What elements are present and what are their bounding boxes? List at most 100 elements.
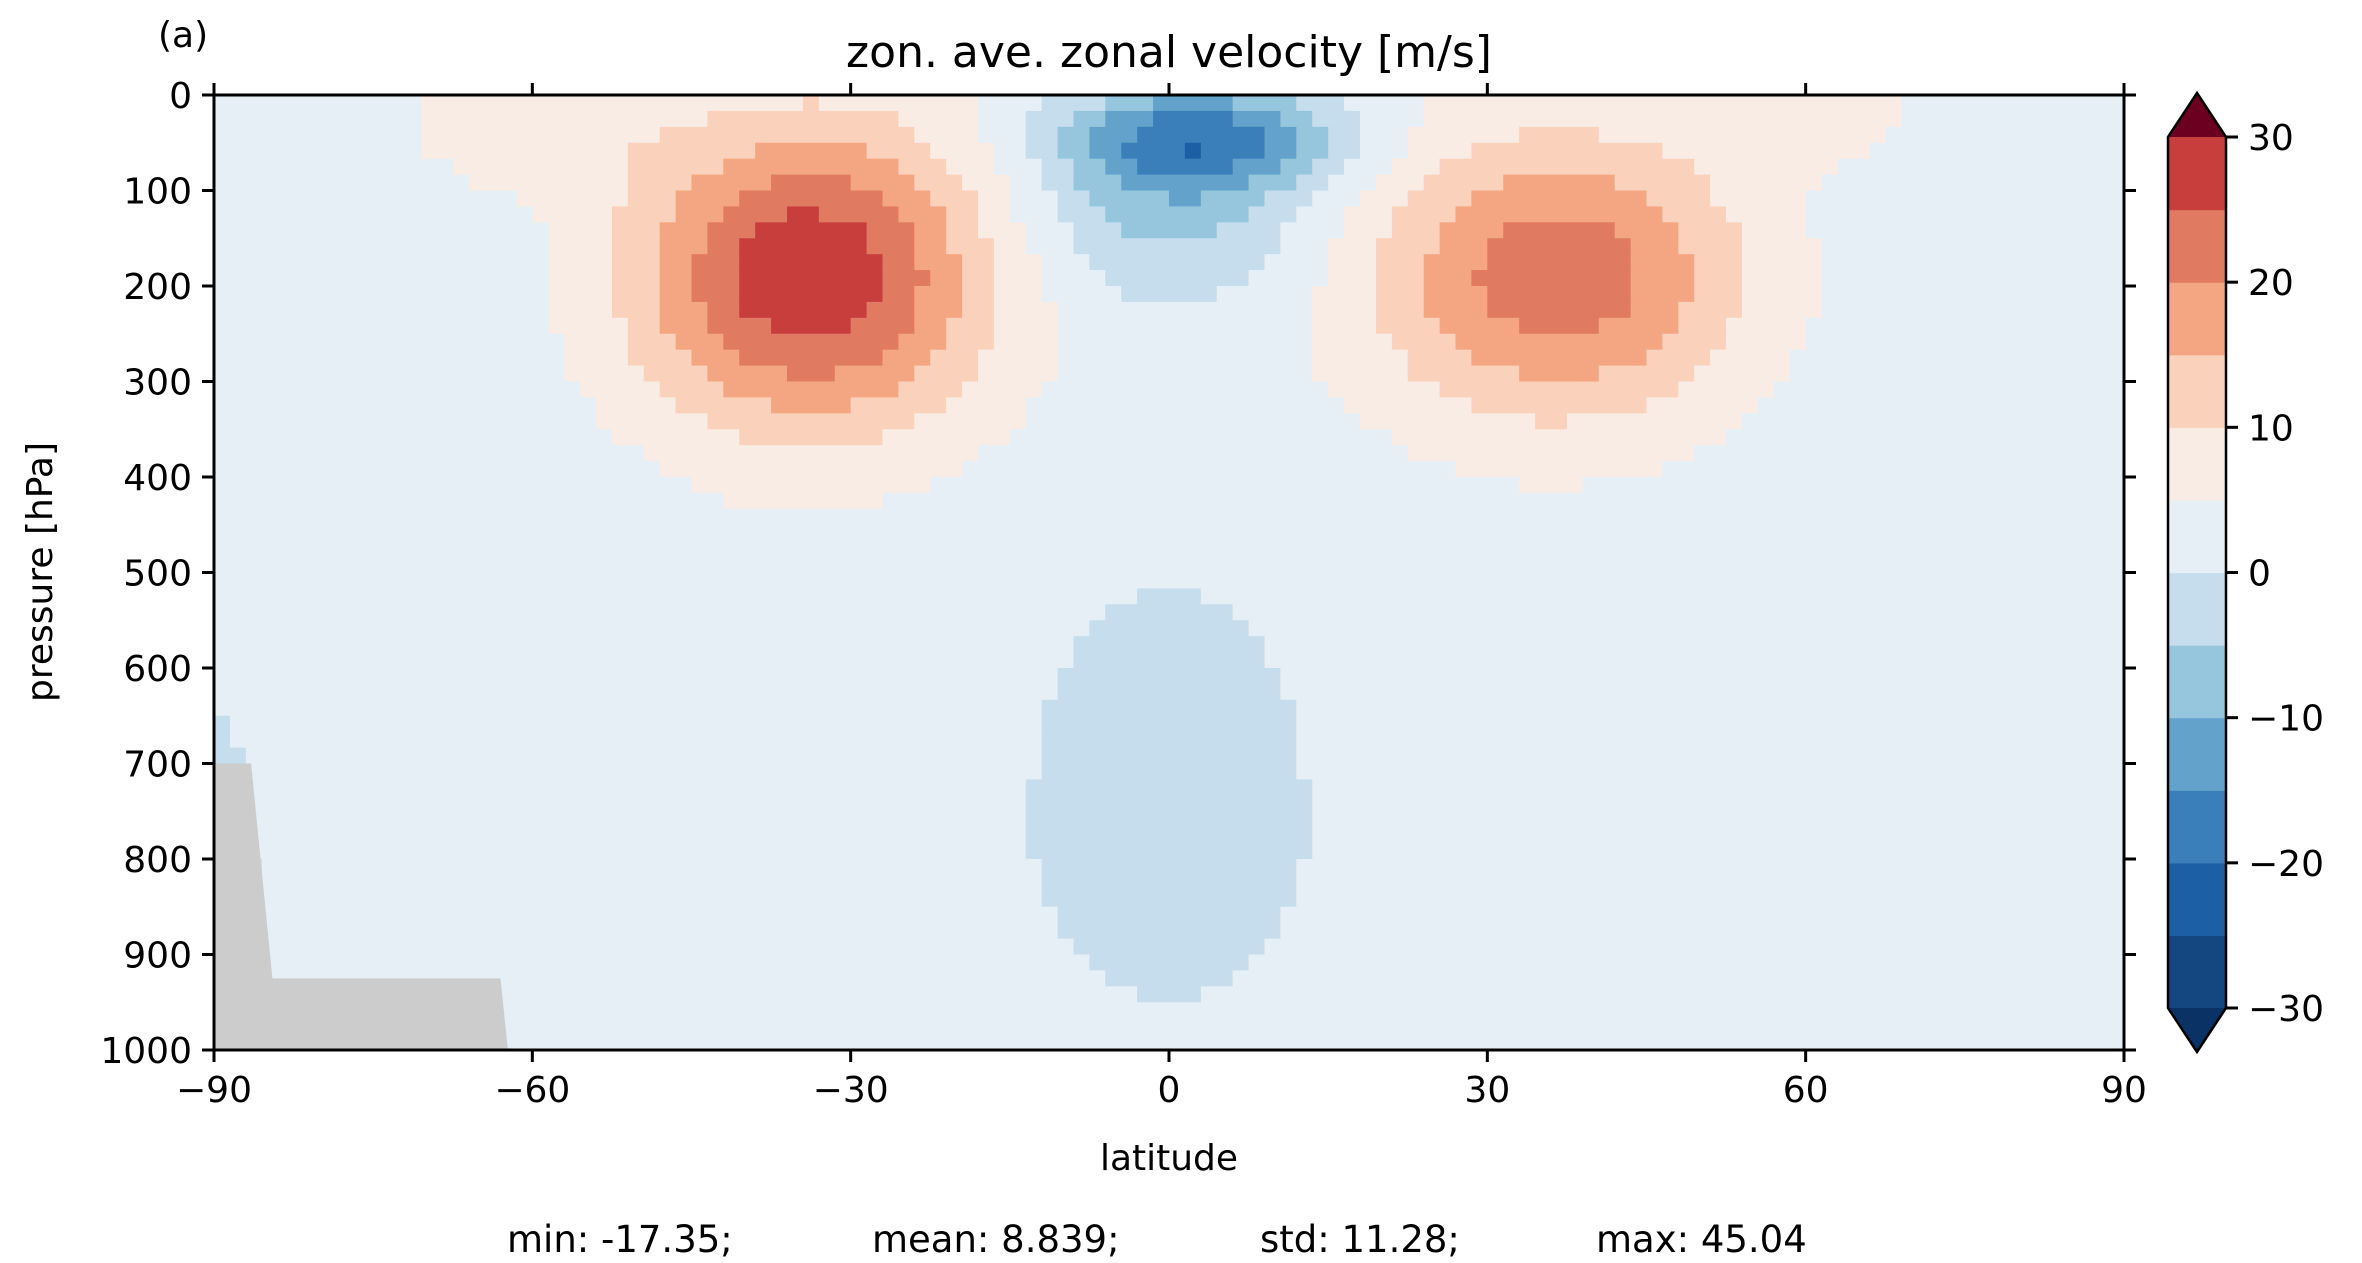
contour-cell <box>1041 715 1297 733</box>
contour-cell <box>1662 206 1727 223</box>
contour-cell <box>1296 126 1329 144</box>
contour-cell <box>1073 636 1266 653</box>
contour-cell <box>1296 890 2124 908</box>
y-tick-label: 600 <box>123 649 192 690</box>
contour-cell <box>580 381 661 399</box>
contour-cell <box>1805 222 2124 239</box>
contour-cell <box>214 588 1138 605</box>
contour-cell <box>214 445 645 462</box>
contour-cell <box>1057 349 1313 367</box>
contour-cell <box>659 126 915 144</box>
contour-cell <box>707 301 740 319</box>
contour-cell <box>993 333 1059 351</box>
contour-cell <box>1296 95 1345 112</box>
colorbar: 30 20 10 0 −10 −20 −30 <box>2166 90 2324 1055</box>
contour-cell <box>1471 349 1648 367</box>
contour-cell <box>1105 95 1154 112</box>
contour-cell <box>611 429 740 446</box>
contour-cell <box>548 286 613 303</box>
contour-cell <box>1312 365 1409 383</box>
contour-cell <box>214 699 1043 717</box>
contour-cell <box>1360 126 1409 144</box>
contour-cell <box>214 397 597 414</box>
contour-cell <box>1057 301 1313 319</box>
contour-cell <box>1296 859 2124 876</box>
contour-cell <box>993 142 1027 160</box>
contour-cell <box>1455 333 1664 351</box>
contour-cell <box>850 174 915 192</box>
contour-cell <box>1041 731 1297 749</box>
contour-cell <box>611 238 661 255</box>
contour-cell <box>214 333 565 351</box>
stats-line: min: -17.35; mean: 8.839; std: 11.28; ma… <box>507 1218 1807 1261</box>
contour-cell <box>1312 811 2124 828</box>
contour-cell <box>691 477 931 494</box>
contour-cell <box>1407 142 1473 160</box>
contour-cell <box>1264 190 1313 208</box>
contour-cell <box>1057 126 1091 144</box>
contour-cell <box>214 365 565 383</box>
contour-cell <box>1089 126 1138 144</box>
contour-cell <box>1375 270 1425 287</box>
contour-cell <box>1137 588 1202 605</box>
contour-cell <box>1025 222 1075 239</box>
contour-cell <box>1025 827 1313 844</box>
contour-cell <box>1121 174 1250 192</box>
contour-cell <box>1025 238 1075 255</box>
contour-cell <box>214 413 597 430</box>
contour-cell <box>1312 349 1409 367</box>
contour-cell <box>1439 158 1695 176</box>
contour-cell <box>214 572 2124 590</box>
contour-cell <box>1375 286 1425 303</box>
contour-cell <box>420 95 804 112</box>
contour-cell <box>1328 174 1377 192</box>
contour-cell <box>1630 301 1679 319</box>
contour-cell <box>1057 365 1313 383</box>
contour-cell <box>675 206 724 223</box>
contour-cell <box>1057 683 1282 701</box>
contour-cell <box>261 922 1059 940</box>
colorbar-segment <box>2168 717 2226 791</box>
contour-cell <box>214 540 2124 558</box>
contour-cell <box>930 142 995 160</box>
contour-cell <box>1200 986 2124 1003</box>
contour-cell <box>214 381 581 399</box>
contour-cell <box>214 652 1075 669</box>
contour-cell <box>993 158 1043 176</box>
contour-cell <box>1296 206 1345 223</box>
contour-cell <box>1742 254 1823 271</box>
contour-cell <box>548 270 613 287</box>
colorbar-segment <box>2168 645 2226 719</box>
contour-cell <box>659 222 709 239</box>
panel-label: (a) <box>158 15 208 56</box>
contour-cell <box>1344 222 1393 239</box>
contour-cell <box>771 317 852 335</box>
contour-cell <box>1105 110 1154 128</box>
contour-cell <box>1041 763 1297 781</box>
contour-cell <box>1391 429 1727 446</box>
contour-cell <box>1805 190 2124 208</box>
contour-cell <box>611 222 661 239</box>
contour-cell <box>962 461 1457 478</box>
contour-cell <box>723 333 900 351</box>
contour-cell <box>1057 317 1313 335</box>
contour-cell <box>1519 126 1600 144</box>
y-tick-label: 500 <box>123 554 192 595</box>
contour-cell <box>1710 349 1791 367</box>
contour-cell <box>214 715 231 733</box>
contour-cell <box>882 492 2124 510</box>
contour-cell <box>1057 206 1106 223</box>
contour-cell <box>898 206 947 223</box>
contour-cell <box>1009 206 1059 223</box>
contour-cell <box>1407 126 1520 144</box>
contour-cell <box>1312 795 2124 812</box>
contour-cell <box>691 349 740 367</box>
contour-cell <box>1041 381 1329 399</box>
contour-cell <box>214 747 247 765</box>
contour-cell <box>1216 222 1282 239</box>
contour-cell <box>627 158 724 176</box>
contour-cell <box>866 301 915 319</box>
contour-cell <box>1200 142 1266 160</box>
stat-min: min: -17.35; <box>507 1218 733 1261</box>
contour-cell <box>1471 190 1648 208</box>
